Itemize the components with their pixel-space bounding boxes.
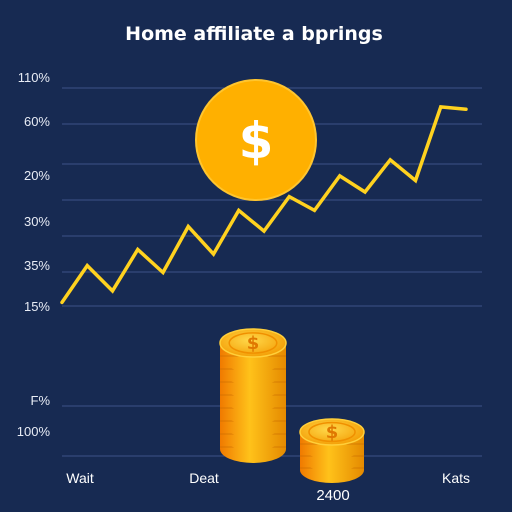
y-tick-label: 15% <box>24 299 50 314</box>
svg-text:$: $ <box>326 422 339 443</box>
x-tick-label: Deat <box>189 470 219 486</box>
dollar-coin-icon: $ <box>195 79 317 201</box>
chart-title: Home affiliate a bprings <box>125 23 383 45</box>
bottom-value-label: 2400 <box>316 487 349 504</box>
y-tick-label: 100% <box>17 424 51 439</box>
y-tick-label: 60% <box>24 114 50 129</box>
y-tick-label: 20% <box>24 168 50 183</box>
x-tick-label: Kats <box>442 470 470 486</box>
x-tick-label: Wait <box>66 470 94 486</box>
y-tick-label: 30% <box>24 214 50 229</box>
series-line <box>60 105 468 305</box>
coin-stack-icon: $ <box>219 328 287 463</box>
y-tick-label: 35% <box>24 258 50 273</box>
svg-text:$: $ <box>247 333 260 354</box>
coin-stack-icon: $ <box>299 418 365 483</box>
x-axis-ticks: Wait Deat Kats <box>66 470 470 486</box>
y-tick-label: 110% <box>18 70 51 85</box>
y-tick-label: F% <box>31 393 51 408</box>
svg-text:$: $ <box>239 112 274 170</box>
y-axis-ticks: 110% 60% 20% 30% 35% 15% F% 100% <box>17 70 51 439</box>
